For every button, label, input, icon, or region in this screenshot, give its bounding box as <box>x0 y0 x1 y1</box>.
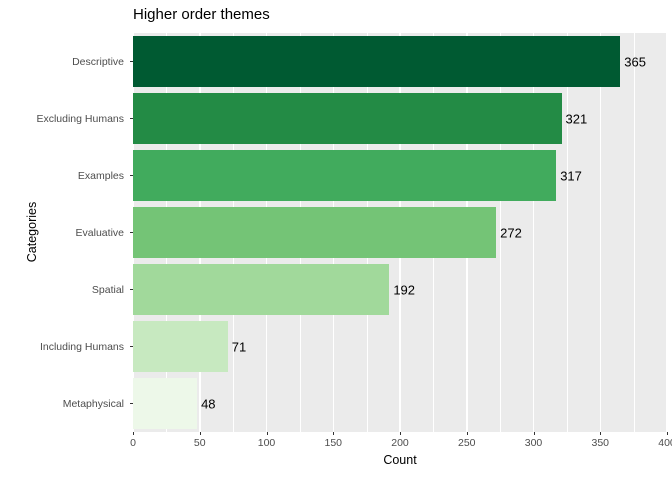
y-axis-tick-mark <box>130 61 133 62</box>
gridline-major <box>599 33 601 432</box>
gridline-minor <box>500 33 501 432</box>
y-axis-tick-label: Descriptive <box>72 55 124 68</box>
x-axis-tick-label: 200 <box>391 437 409 449</box>
bar <box>133 377 198 430</box>
gridline-minor <box>566 33 568 432</box>
bar-value-label: 365 <box>624 54 646 69</box>
y-axis-tick-mark <box>130 403 133 404</box>
bar <box>133 92 562 145</box>
x-axis-tick-mark <box>600 432 602 435</box>
bar <box>133 263 390 316</box>
bar-value-label: 71 <box>231 339 247 354</box>
x-axis-tick-mark <box>133 432 134 435</box>
y-axis-tick-label: Examples <box>77 169 124 182</box>
x-axis-tick-mark <box>667 432 668 435</box>
y-axis-tick-mark <box>130 346 133 347</box>
gridline-major <box>532 33 535 432</box>
x-axis-tick-mark <box>333 432 335 435</box>
y-axis-tick-label: Metaphysical <box>62 397 124 410</box>
y-axis-tick-label: Excluding Humans <box>36 112 124 125</box>
y-axis-tick-label: Evaluative <box>75 226 124 239</box>
plot-panel: 365 321 317 272 192 71 48 <box>133 33 667 432</box>
x-axis-tick-mark <box>400 432 401 435</box>
x-axis-tick-label: 250 <box>457 437 476 449</box>
y-axis-tick-label: Including Humans <box>39 340 124 353</box>
x-axis-title: Count <box>383 453 417 467</box>
x-axis-tick-mark <box>199 432 201 435</box>
y-axis-tick-mark <box>130 232 133 233</box>
y-axis-tick-mark <box>130 175 133 176</box>
bar <box>133 320 228 373</box>
chart-title: Higher order themes <box>133 6 270 23</box>
y-axis: Descriptive Excluding Humans Examples Evalu… <box>0 0 133 480</box>
x-axis-tick-mark <box>466 432 468 435</box>
x-axis-tick-label: 400 <box>658 437 672 449</box>
x-axis-tick-mark <box>533 432 535 435</box>
bar-value-label: 317 <box>560 168 582 183</box>
x-axis-tick-mark <box>266 432 268 435</box>
bar-value-label: 321 <box>565 111 588 126</box>
bar-value-label: 192 <box>393 282 416 297</box>
x-axis-tick-label: 100 <box>257 437 276 449</box>
y-axis-tick-label: Spatial <box>91 283 124 296</box>
gridline-major <box>666 33 667 432</box>
y-axis-title: Categories <box>25 201 40 263</box>
y-axis-tick-mark <box>130 289 133 290</box>
x-axis-tick-label: 300 <box>524 437 543 449</box>
bar <box>133 149 557 202</box>
gridline-minor <box>633 33 635 432</box>
x-axis-tick-label: 150 <box>324 437 343 449</box>
bar <box>133 35 621 88</box>
bar <box>133 206 497 259</box>
x-axis-tick-label: 0 <box>130 437 136 449</box>
y-axis-tick-mark <box>130 118 133 119</box>
x-axis-tick-label: 50 <box>193 437 206 449</box>
x-axis-tick-label: 350 <box>591 437 610 449</box>
bar-value-label: 48 <box>201 396 216 411</box>
bar-value-label: 272 <box>500 225 522 240</box>
